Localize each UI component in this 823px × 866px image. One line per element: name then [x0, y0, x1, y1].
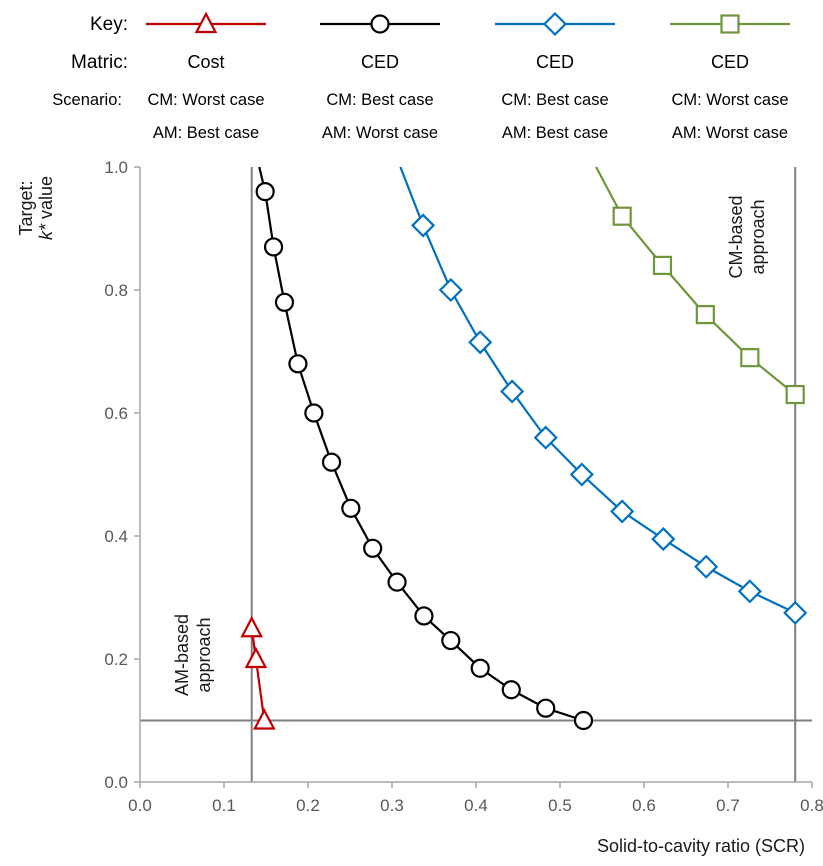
am-annotation-line1: AM-based: [172, 614, 192, 696]
series-diamond-point: [610, 499, 635, 524]
cm-annotation-line1: CM-based: [726, 195, 746, 278]
series-square-point: [740, 348, 760, 368]
x-tick-label: 0.4: [464, 796, 488, 815]
series-circle-line: [258, 166, 584, 722]
series-circle-point: [288, 354, 308, 374]
series-triangle: [240, 615, 276, 730]
key-scenario-am-cost: AM: Best case: [153, 124, 259, 142]
series-square-point: [695, 305, 715, 325]
series-square-point: [652, 255, 673, 275]
x-axis-label: Solid-to-cavity ratio (SCR): [597, 836, 805, 856]
series-circle-point: [321, 452, 342, 472]
x-tick-label: 0.7: [716, 796, 740, 815]
series-circle-point: [387, 572, 407, 592]
series-diamond-point: [533, 425, 558, 450]
series-diamond-point: [651, 527, 676, 552]
y-tick-label: 1.0: [104, 158, 128, 177]
key-swatch-marker-diamond: [542, 11, 568, 37]
series-square: [595, 166, 805, 405]
cm-annotation-line2: approach: [748, 199, 768, 274]
series-square-point: [785, 384, 805, 405]
y-axis-label-value: value: [36, 176, 56, 224]
series-circle-point: [274, 292, 295, 312]
series-circle-point: [501, 680, 521, 700]
metric-row-label: Matric:: [71, 52, 128, 73]
y-axis-label-k: k*: [36, 223, 56, 240]
series-circle-point: [304, 403, 324, 423]
x-tick-label: 0.3: [380, 796, 404, 815]
key-scenario-cm-black: CM: Best case: [326, 91, 433, 109]
cm-approach-annotation: CM-based approach: [726, 195, 768, 278]
series-circle-point: [255, 182, 275, 202]
series-circle-point: [414, 606, 434, 626]
key-scenario-cm-blue: CM: Best case: [501, 91, 608, 109]
series-diamond-point: [694, 554, 719, 579]
series-circle: [255, 166, 594, 731]
key-metric-ced-black: CED: [361, 52, 399, 72]
key-metric-cost: Cost: [187, 52, 224, 72]
series-diamond-point: [737, 579, 762, 604]
series-diamond-point: [500, 379, 525, 404]
key-swatch-marker-square: [720, 14, 740, 34]
series-circle-point: [536, 698, 556, 718]
series-triangle-point: [252, 708, 276, 730]
series-circle-point: [573, 710, 594, 731]
scenario-row-label: Scenario:: [52, 91, 122, 109]
key-swatch-marker-circle: [370, 14, 390, 34]
series-diamond-point: [783, 600, 808, 625]
key: Key: Matric: Scenario: Cost CED CED CED …: [52, 11, 790, 142]
series-triangle-point: [244, 646, 268, 669]
key-metric-ced-blue: CED: [536, 52, 574, 72]
y-tick-label: 0.2: [104, 650, 128, 669]
series-diamond: [399, 166, 808, 625]
y-tick-label: 0.4: [104, 527, 128, 546]
x-tick-label: 0.0: [128, 796, 152, 815]
x-tick-label: 0.6: [632, 796, 656, 815]
y-axis-label-line2: k* value: [36, 176, 56, 240]
series-circle-point: [263, 237, 284, 257]
x-tick-label: 0.8: [800, 796, 823, 815]
key-scenario-cm-green: CM: Worst case: [671, 91, 788, 109]
plot-area: 0.0 0.1 0.2 0.3 0.4 0.5 0.6 0.7 0.8 0.0 0.2 0.4 0.6 0…: [16, 158, 823, 856]
series-triangle-point: [240, 615, 264, 638]
am-annotation-line2: approach: [194, 617, 214, 692]
key-scenario-am-blue: AM: Best case: [502, 124, 608, 142]
series-square-point: [612, 206, 632, 226]
series-circle-point: [470, 658, 490, 678]
y-axis-label: Target: k* value: [16, 176, 56, 240]
am-approach-annotation: AM-based approach: [172, 614, 214, 696]
x-tick-label: 0.1: [212, 796, 236, 815]
x-tick-label: 0.5: [548, 796, 572, 815]
series-diamond-point: [468, 330, 493, 355]
series-circle-point: [363, 538, 383, 558]
y-tick-label: 0.8: [104, 281, 128, 300]
key-scenario-am-green: AM: Worst case: [672, 124, 788, 142]
series-diamond-point: [569, 462, 594, 487]
x-tick-label: 0.2: [296, 796, 320, 815]
series-triangle-line: [250, 628, 266, 721]
y-axis-label-line1: Target:: [16, 180, 36, 235]
series-diamond-point: [411, 213, 436, 238]
key-metric-ced-green: CED: [711, 52, 749, 72]
key-row-label: Key:: [90, 14, 128, 35]
key-scenario-cm-cost: CM: Worst case: [147, 91, 264, 109]
series-diamond-point: [438, 277, 463, 303]
key-scenario-am-black: AM: Worst case: [322, 124, 438, 142]
key-swatch-marker-triangle: [194, 11, 218, 34]
y-tick-label: 0.0: [104, 773, 128, 792]
series-circle-point: [341, 498, 361, 518]
series-circle-point: [441, 630, 461, 651]
y-tick-label: 0.6: [104, 404, 128, 423]
